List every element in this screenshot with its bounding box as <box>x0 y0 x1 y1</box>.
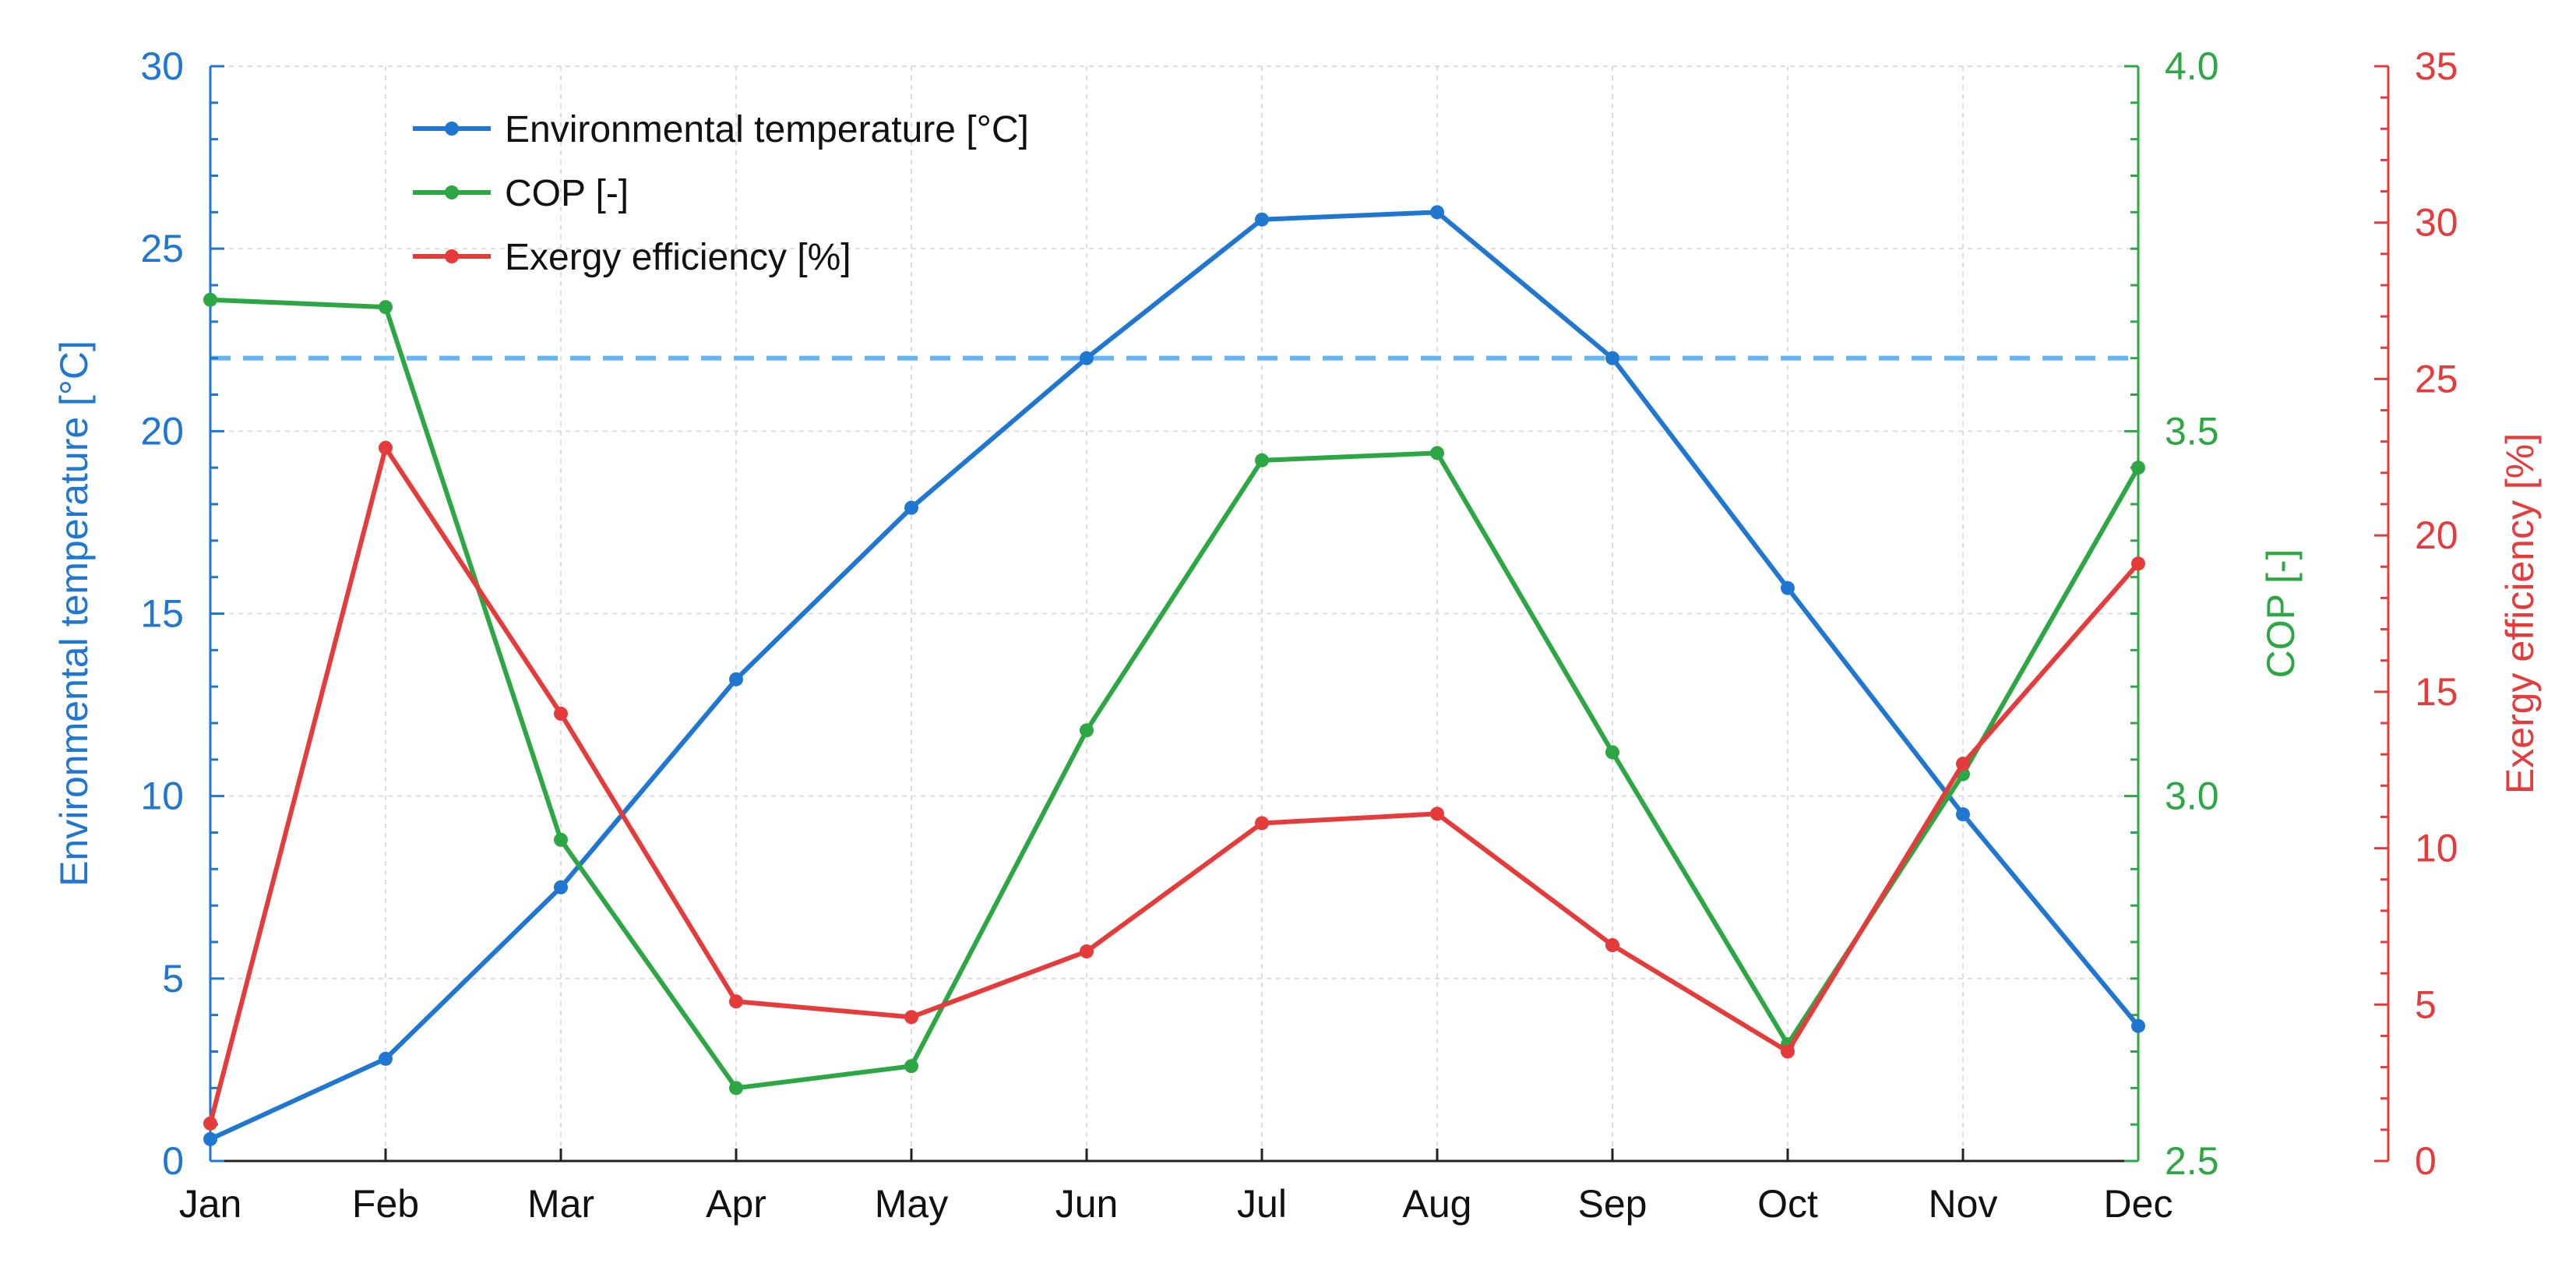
data-point <box>1080 723 1094 738</box>
data-point <box>1080 351 1094 365</box>
left-tick-label: 0 <box>162 1139 184 1183</box>
exergy-axis-title: Exergy efficiency [%] <box>2498 433 2542 794</box>
exergy-tick-label: 20 <box>2415 513 2458 557</box>
data-point <box>554 832 568 847</box>
data-point <box>904 500 918 515</box>
cop-tick-label: 3.5 <box>2165 409 2219 453</box>
legend-label: COP [-] <box>505 173 629 214</box>
x-tick-label: May <box>875 1182 948 1226</box>
legend-marker <box>445 185 459 199</box>
x-tick-label: Jun <box>1055 1182 1119 1226</box>
data-point <box>379 440 393 455</box>
legend-marker <box>445 122 459 136</box>
data-point <box>1781 1044 1795 1059</box>
data-point <box>1255 453 1269 468</box>
data-point <box>554 880 568 895</box>
data-point <box>1956 757 1970 771</box>
data-point <box>1605 938 1619 953</box>
x-tick-label: Sep <box>1578 1182 1647 1226</box>
left-tick-label: 5 <box>162 957 184 1000</box>
left-tick-label: 10 <box>140 775 184 818</box>
data-point <box>1255 212 1269 227</box>
data-point <box>1255 816 1269 831</box>
series-1 <box>203 292 2145 1096</box>
x-tick-label: Apr <box>706 1182 766 1226</box>
data-point <box>904 1059 918 1074</box>
exergy-tick-label: 25 <box>2415 357 2458 401</box>
x-tick-label: Mar <box>527 1182 594 1226</box>
data-point <box>2131 1018 2145 1033</box>
series-line <box>208 445 2141 1124</box>
legend-marker <box>445 249 459 263</box>
data-point <box>203 292 217 307</box>
data-point <box>1430 205 1444 220</box>
x-tick-label: Oct <box>1757 1182 1818 1226</box>
exergy-tick-label: 15 <box>2415 670 2458 714</box>
x-tick-label: Jan <box>179 1182 242 1226</box>
data-point <box>1956 807 1970 822</box>
data-point <box>554 706 568 721</box>
series-0 <box>203 205 2145 1146</box>
series-line <box>210 297 2141 1091</box>
x-tick-label: Nov <box>1929 1182 1998 1226</box>
data-point <box>904 1010 918 1025</box>
data-point <box>729 672 743 686</box>
left-tick-label: 15 <box>140 592 184 636</box>
legend: Environmental temperature [°C] COP [-] Exe… <box>413 109 1029 278</box>
x-tick-label: Jul <box>1237 1182 1287 1226</box>
data-point <box>1605 351 1619 365</box>
exergy-tick-label: 30 <box>2415 201 2458 245</box>
legend-label: Environmental temperature [°C] <box>505 109 1029 150</box>
left-tick-label: 20 <box>140 409 184 453</box>
data-point <box>1605 745 1619 760</box>
exergy-tick-label: 10 <box>2415 827 2458 870</box>
series-2 <box>203 440 2145 1131</box>
left-axis-title: Environmental temperature [°C] <box>52 341 96 887</box>
cop-tick-label: 3.0 <box>2165 775 2219 818</box>
cop-tick-label: 2.5 <box>2165 1139 2219 1183</box>
series-layer <box>203 205 2145 1146</box>
data-point <box>2131 556 2145 571</box>
grid <box>210 65 2139 1162</box>
data-point <box>1430 806 1444 821</box>
cop-tick-label: 4.0 <box>2165 44 2219 88</box>
legend-label: Exergy efficiency [%] <box>505 237 851 278</box>
series-line <box>209 210 2141 1142</box>
data-point <box>2131 461 2145 475</box>
left-tick-label: 25 <box>140 227 184 270</box>
cop-axis-title: COP [-] <box>2259 549 2303 679</box>
left-tick-label: 30 <box>140 44 184 88</box>
x-tick-label: Aug <box>1403 1182 1472 1226</box>
data-point <box>1080 944 1094 959</box>
data-point <box>203 1131 217 1146</box>
data-point <box>729 994 743 1009</box>
exergy-tick-label: 35 <box>2415 44 2458 88</box>
data-point <box>379 300 393 315</box>
x-tick-label: Feb <box>352 1182 419 1226</box>
exergy-tick-label: 5 <box>2415 983 2437 1026</box>
axes: Jan Feb Mar Apr May Jun Jul Aug Sep Oct Nov Dec 0 5 10… <box>52 44 2542 1226</box>
data-point <box>1781 580 1795 595</box>
x-tick-label: Dec <box>2104 1182 2173 1226</box>
data-point <box>1430 446 1444 461</box>
exergy-tick-label: 0 <box>2415 1139 2437 1183</box>
data-point <box>729 1081 743 1096</box>
data-point <box>203 1116 217 1131</box>
data-point <box>379 1051 393 1066</box>
